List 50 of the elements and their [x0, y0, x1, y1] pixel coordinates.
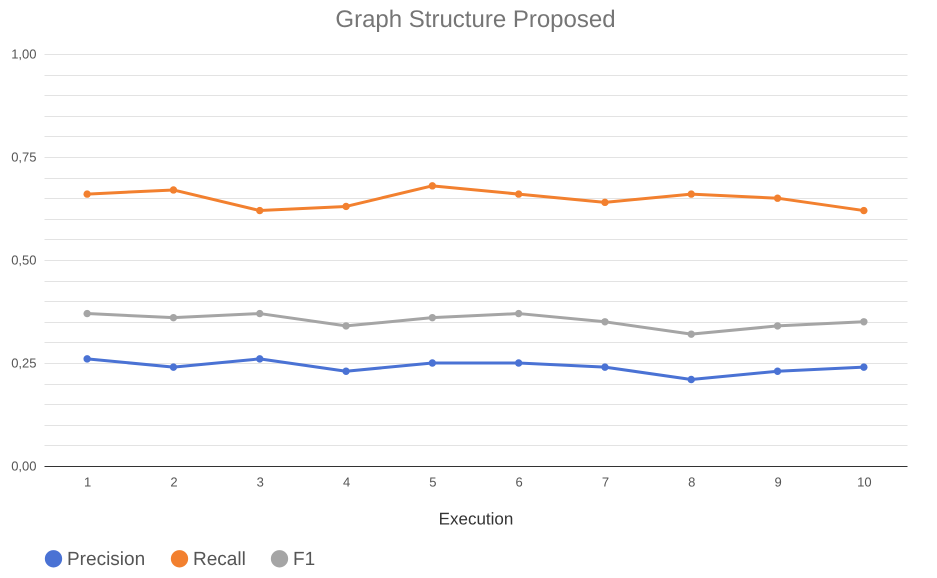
legend-label: Recall: [193, 548, 246, 570]
point: [514, 359, 522, 367]
point: [342, 368, 350, 375]
point: [256, 310, 264, 318]
point: [514, 190, 522, 198]
legend-label: F1: [293, 548, 316, 570]
point: [170, 363, 178, 371]
point: [774, 322, 782, 330]
x-tick-label: 5: [429, 474, 436, 490]
x-tick-label: 3: [256, 474, 264, 490]
point: [428, 182, 436, 190]
legend-label: Precision: [67, 548, 146, 570]
x-tick-label: 9: [774, 474, 782, 490]
x-tick-label: 8: [688, 474, 696, 490]
point: [774, 194, 782, 202]
point: [688, 190, 695, 198]
x-tick-label: 10: [857, 474, 872, 490]
x-axis-title: Execution: [438, 510, 514, 528]
point: [601, 363, 609, 371]
point: [514, 310, 522, 318]
point: [860, 318, 868, 326]
y-tick-label: 0,00: [11, 458, 36, 474]
y-tick-label: 1,00: [11, 46, 36, 62]
point: [256, 206, 264, 214]
point: [860, 206, 868, 214]
y-tick-label: 0,75: [11, 150, 36, 164]
x-tick-label: 6: [516, 474, 523, 490]
chart-title: Graph Structure Proposed: [335, 6, 616, 33]
y-tick-label: 0,50: [11, 252, 36, 268]
point: [601, 318, 609, 326]
point: [342, 202, 350, 210]
x-tick-label: 4: [342, 474, 350, 490]
point: [428, 359, 436, 367]
point: [428, 314, 436, 322]
point: [774, 368, 782, 375]
point: [170, 186, 178, 194]
point: [601, 198, 609, 206]
x-tick-label: 7: [602, 474, 610, 490]
x-tick-label: 2: [170, 474, 178, 490]
point: [860, 363, 868, 371]
y-tick-label: 0,25: [11, 356, 36, 370]
point: [83, 355, 91, 363]
point: [256, 355, 264, 363]
point: [83, 190, 91, 198]
point: [342, 322, 350, 330]
point: [83, 310, 91, 318]
x-tick-label: 1: [84, 474, 92, 490]
point: [688, 376, 695, 384]
point: [170, 314, 178, 322]
point: [688, 330, 695, 338]
